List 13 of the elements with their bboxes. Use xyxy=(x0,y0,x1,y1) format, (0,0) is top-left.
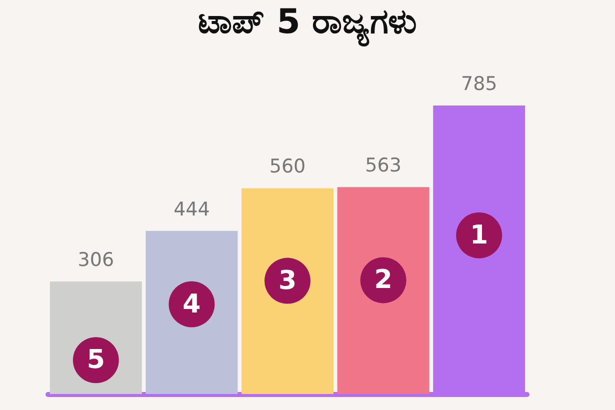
data-label: 785 xyxy=(460,73,498,96)
chart-title: ಟಾಪ್ 5 ರಾಜ್ಯಗಳು xyxy=(198,2,418,47)
annotation: 5 xyxy=(86,345,105,376)
data-label: 563 xyxy=(365,154,402,177)
bar xyxy=(337,187,430,394)
data-label: 306 xyxy=(78,249,114,272)
annotation: 2 xyxy=(374,265,392,296)
annotation: 4 xyxy=(182,289,201,320)
bar xyxy=(242,188,334,394)
data-label: 444 xyxy=(174,198,210,220)
annotation: 1 xyxy=(470,220,488,250)
annotation: 3 xyxy=(278,266,297,296)
data-label: 560 xyxy=(269,156,306,178)
